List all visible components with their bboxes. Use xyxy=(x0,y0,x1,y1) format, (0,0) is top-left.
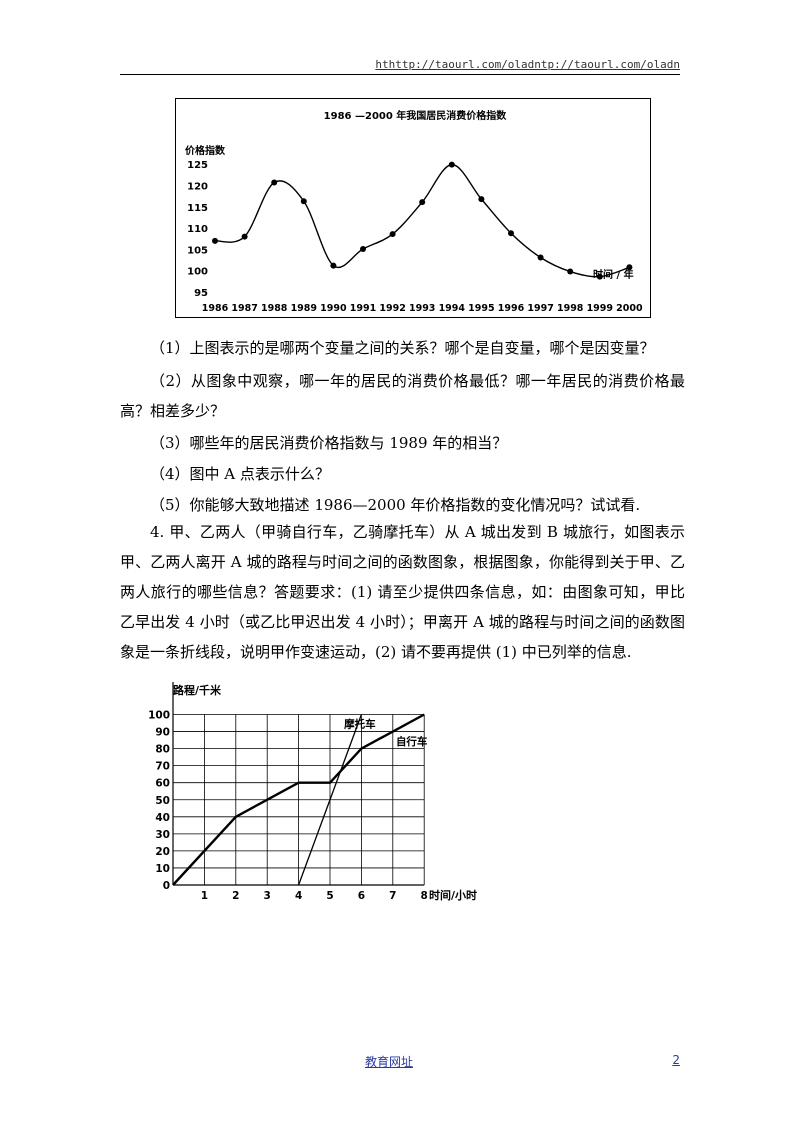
data-point xyxy=(300,198,307,205)
data-point xyxy=(596,273,603,280)
x-tick-label: 1997 xyxy=(527,303,553,314)
data-point xyxy=(567,268,574,275)
x-tick-label: 3 xyxy=(264,890,271,902)
y-tick-label: 105 xyxy=(187,245,208,256)
x-tick-label: 4 xyxy=(295,890,302,902)
data-point xyxy=(330,262,337,269)
footer-link[interactable]: 教育网址 xyxy=(365,1055,414,1069)
x-tick-label: 6 xyxy=(358,890,365,902)
data-point xyxy=(537,254,544,261)
data-point xyxy=(241,233,248,240)
x-tick-label: 1986 xyxy=(202,303,229,314)
y-tick-label: 125 xyxy=(187,160,208,171)
series-label-bicycle: 自行车 xyxy=(396,735,428,748)
question-4: （4）图中 A 点表示什么？ xyxy=(150,465,330,483)
y-tick-label: 120 xyxy=(187,182,208,193)
x-tick-label: 1999 xyxy=(587,303,613,314)
y-tick-label: 0 xyxy=(163,880,170,892)
problem-4: 4. 甲、乙两人（甲骑自行车，乙骑摩托车）从 A 城出发到 B 城旅行，如图表示… xyxy=(120,523,685,661)
x-tick-label: 1993 xyxy=(409,303,435,314)
question-3: （3）哪些年的居民消费价格指数与 1989 年的相当？ xyxy=(150,434,508,452)
chart-title: 1986 —2000 年我国居民消费价格指数 xyxy=(324,109,508,122)
y-tick-label: 40 xyxy=(155,812,170,824)
motorcycle-series xyxy=(297,714,363,886)
question-5: （5）你能够大致地描述 1986—2000 年价格指数的变化情况吗？试试看. xyxy=(150,496,641,514)
y-axis-label: 价格指数 xyxy=(185,144,226,157)
y-axis-label: 路程/千米 xyxy=(173,683,222,697)
y-tick-label: 115 xyxy=(187,203,208,214)
data-point xyxy=(626,264,633,271)
x-tick-label: 1990 xyxy=(320,303,347,314)
y-tick-label: 20 xyxy=(155,846,170,858)
x-tick-label: 1996 xyxy=(498,303,525,314)
y-tick-label: 80 xyxy=(155,744,170,756)
x-tick-label: 1992 xyxy=(379,303,405,314)
question-1: （1）上图表示的是哪两个变量之间的关系？哪个是自变量，哪个是因变量？ xyxy=(150,339,655,357)
y-tick-label: 95 xyxy=(194,288,208,299)
data-point xyxy=(478,196,485,203)
x-tick-label: 1991 xyxy=(350,303,376,314)
x-tick-label: 1998 xyxy=(557,303,584,314)
x-tick-label: 1994 xyxy=(439,303,466,314)
data-point xyxy=(271,179,278,186)
y-tick-label: 70 xyxy=(155,761,170,773)
x-tick-label: 2 xyxy=(232,890,239,902)
data-point xyxy=(448,161,455,168)
data-point xyxy=(419,199,426,206)
chart-frame xyxy=(175,98,651,318)
x-tick-label: 2000 xyxy=(616,303,643,314)
y-tick-label: 100 xyxy=(148,710,170,722)
x-tick-label: 1989 xyxy=(291,303,317,314)
data-point xyxy=(212,237,218,244)
header-url[interactable]: hthttp://taourl.com/oladntp://taourl.com… xyxy=(375,58,680,71)
y-tick-label: 10 xyxy=(155,863,170,875)
y-tick-label: 60 xyxy=(155,778,170,790)
x-tick-label: 1995 xyxy=(468,303,494,314)
x-axis-label: 时间 / 年 xyxy=(593,268,634,281)
data-point xyxy=(360,245,366,252)
y-tick-label: 90 xyxy=(155,727,170,739)
y-tick-label: 30 xyxy=(155,829,170,841)
data-point xyxy=(508,230,514,237)
series-label-motorcycle: 摩托车 xyxy=(344,717,376,730)
x-axis-label: 时间/小时 xyxy=(429,888,477,902)
page-number: 2 xyxy=(672,1053,680,1067)
x-tick-label: 1987 xyxy=(231,303,257,314)
distance-time-chart: 0 10 20 30 40 50 60 70 80 90 100 1 2 3 4 5 6 7 8 路程/千米 时间… xyxy=(148,682,477,902)
x-tick-label: 8 xyxy=(421,890,428,902)
question-2: （2）从图象中观察，哪一年的居民的消费价格最低？哪一年居民的消费价格最高？相差多… xyxy=(120,372,685,420)
y-tick-label: 100 xyxy=(187,267,208,278)
data-point xyxy=(389,231,396,238)
y-tick-label: 110 xyxy=(187,224,208,235)
cpi-line-chart: 1986 —2000 年我国居民消费价格指数 价格指数 时间 / 年 95 100… xyxy=(175,98,651,318)
bicycle-series xyxy=(172,713,425,886)
x-tick-label: 1 xyxy=(201,890,208,902)
y-tick-label: 50 xyxy=(155,795,170,807)
x-tick-label: 1988 xyxy=(261,303,288,314)
header-divider xyxy=(120,74,680,75)
x-tick-label: 7 xyxy=(389,890,396,902)
x-tick-label: 5 xyxy=(326,890,333,902)
